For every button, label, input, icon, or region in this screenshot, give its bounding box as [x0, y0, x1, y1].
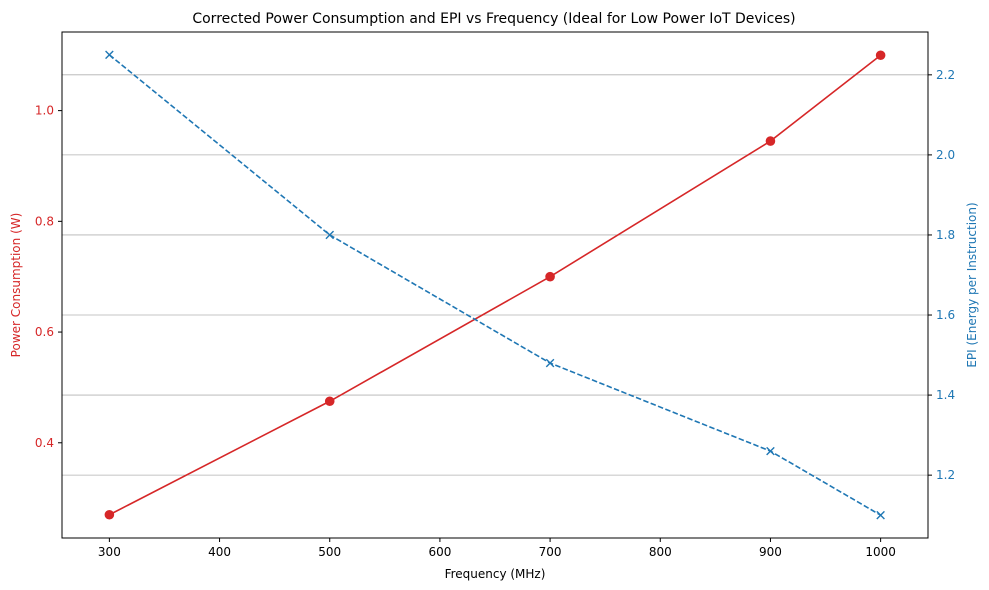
series-layer — [104, 50, 886, 520]
x-tick-label: 300 — [98, 545, 121, 559]
right-y-tick-label: 1.4 — [936, 388, 955, 402]
left-y-tick-label: 1.0 — [35, 104, 54, 118]
series-2-point — [876, 510, 885, 520]
axes-layer: 300 400 500 600 700 800 900 1000 0.4 0.6 0.8 1.0 1.2… — [35, 31, 955, 559]
series-1-point — [324, 396, 335, 407]
x-tick-label: 1000 — [865, 545, 896, 559]
right-y-tick-label: 2.2 — [936, 68, 955, 82]
series-1-point — [545, 271, 555, 282]
series-1-point — [104, 509, 115, 520]
series-2-point — [325, 230, 335, 240]
right-y-tick-label: 1.6 — [936, 308, 955, 322]
series-2-point — [105, 50, 114, 60]
x-tick-label: 700 — [539, 545, 562, 559]
right-y-tick-label: 1.8 — [936, 228, 955, 242]
x-axis-label: Frequency (MHz) — [445, 567, 546, 581]
series-2-point — [545, 358, 555, 368]
right-y-tick-label: 2.0 — [936, 148, 955, 162]
series-1-point — [875, 50, 886, 61]
left-y-tick-label: 0.6 — [35, 325, 54, 339]
x-tick-label: 500 — [318, 545, 341, 559]
grid-layer — [62, 74, 928, 476]
series-1-point — [765, 136, 776, 146]
left-y-axis-label: Power Consumption (W) — [9, 213, 23, 358]
series-2-point — [766, 446, 775, 456]
x-marker-stroke — [325, 230, 335, 240]
plot-frame — [61, 31, 929, 539]
right-y-tick-label: 1.2 — [936, 468, 955, 482]
x-tick-label: 900 — [759, 545, 782, 559]
left-y-tick-label: 0.4 — [35, 436, 54, 450]
right-y-axis-label: EPI (Energy per Instruction) — [965, 202, 979, 367]
chart-title: Corrected Power Consumption and EPI vs F… — [192, 11, 795, 27]
x-marker-stroke — [105, 50, 114, 60]
x-marker-stroke — [545, 358, 555, 368]
x-tick-label: 800 — [649, 545, 672, 559]
x-marker-stroke — [766, 446, 775, 456]
x-tick-label: 400 — [208, 545, 231, 559]
left-y-tick-label: 0.8 — [35, 214, 54, 228]
x-marker-stroke — [876, 510, 885, 520]
x-tick-label: 600 — [428, 545, 451, 559]
